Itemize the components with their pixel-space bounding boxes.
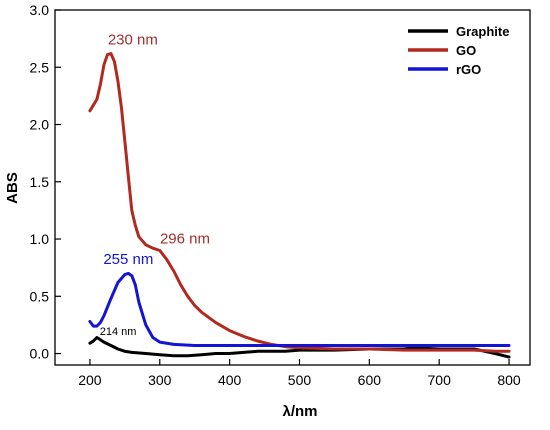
- y-axis-title: ABS: [4, 172, 21, 204]
- y-axis-ticks: 0.0 0.5 1.0 1.5 2.0 2.5 3.0: [30, 2, 61, 362]
- series-line-go: [88, 52, 511, 353]
- y-tick-label: 0.0: [30, 346, 50, 362]
- peak-annotation: 296 nm: [160, 231, 210, 248]
- x-tick-label: 400: [218, 372, 242, 388]
- peak-annotations: 230 nm 296 nm 255 nm 214 nm: [100, 31, 210, 338]
- x-tick-label: 800: [497, 372, 521, 388]
- y-tick-label: 2.0: [30, 117, 50, 133]
- y-tick-label: 1.5: [30, 174, 50, 190]
- y-tick-label: 1.0: [30, 231, 50, 247]
- x-tick-label: 300: [148, 372, 172, 388]
- y-tick-label: 0.5: [30, 288, 50, 304]
- peak-annotation: 214 nm: [100, 326, 137, 338]
- plot-frame: [54, 9, 531, 366]
- legend-label-rgo: rGO: [456, 62, 481, 77]
- x-tick-label: 500: [288, 372, 312, 388]
- peak-annotation: 255 nm: [103, 251, 153, 268]
- y-tick-label: 2.5: [30, 59, 50, 75]
- series-lines: [88, 52, 511, 359]
- legend-label-go: GO: [456, 43, 476, 58]
- x-tick-label: 200: [78, 372, 102, 388]
- x-tick-label: 600: [358, 372, 382, 388]
- x-axis-title: λ/nm: [282, 403, 317, 420]
- series-line-rgo: [88, 271, 511, 347]
- x-tick-label: 700: [428, 372, 452, 388]
- plot-area-border: [54, 9, 531, 366]
- x-axis-ticks: 200 300 400 500 600 700 800: [78, 359, 521, 388]
- legend: Graphite GO rGO: [408, 24, 509, 77]
- y-tick-label: 3.0: [30, 2, 50, 18]
- peak-annotation: 230 nm: [108, 31, 158, 48]
- legend-label-graphite: Graphite: [456, 24, 509, 39]
